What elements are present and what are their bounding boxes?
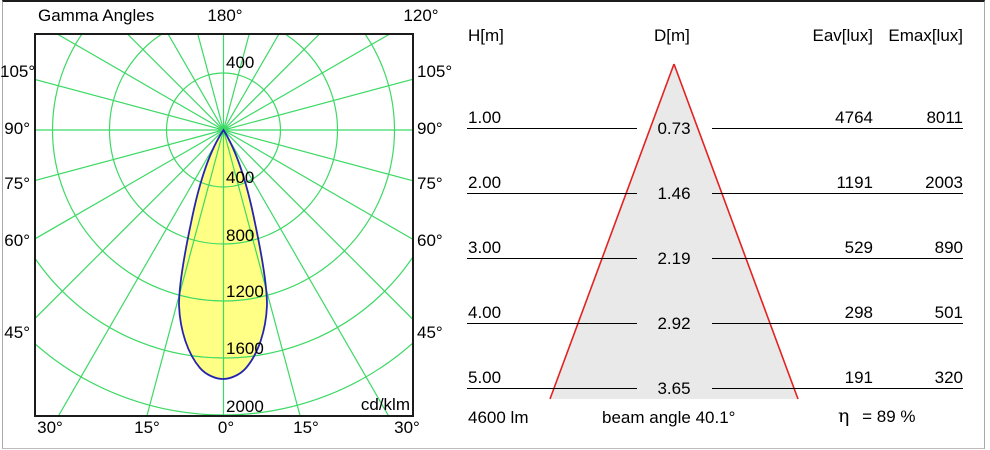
row-rule-right — [712, 323, 963, 324]
gamma-bottom-15l: 15° — [134, 418, 160, 437]
luminous-flux-label: 4600 lm — [468, 408, 529, 427]
polar-unit-label: cd/klm — [360, 395, 410, 414]
gamma-label-120: 120° — [403, 6, 439, 25]
h-value: 1.00 — [468, 108, 502, 127]
h-value: 4.00 — [468, 303, 502, 322]
eav-value: 4764 — [835, 108, 873, 127]
intensity-lobe-outline — [178, 128, 268, 380]
d-value: 3.65 — [657, 379, 691, 398]
col-header-eav: Eav[lux] — [812, 26, 873, 45]
beam-cone-right-edge — [673, 63, 799, 400]
beam-cone-left-edge — [549, 63, 675, 400]
gamma-label-180: 180° — [207, 6, 243, 25]
ring-label-400: 400 — [226, 168, 255, 187]
d-value: 2.92 — [657, 314, 691, 333]
polar-chart-svg — [36, 35, 412, 415]
gamma-left-75: 75° — [4, 174, 30, 193]
row-rule-left — [467, 323, 637, 324]
emax-value: 8011 — [926, 108, 963, 127]
col-header-d: D[m] — [654, 26, 690, 45]
gamma-right-45: 45° — [417, 323, 443, 342]
h-value: 5.00 — [468, 368, 502, 387]
h-value: 2.00 — [468, 173, 502, 192]
eav-value: 1191 — [836, 173, 873, 192]
d-value: 2.19 — [657, 249, 691, 268]
gamma-right-105: 105° — [417, 62, 453, 81]
beam-cone-fill — [550, 64, 798, 399]
row-rule-left — [467, 388, 637, 389]
eav-value: 298 — [844, 303, 873, 322]
polar-plot-area — [34, 33, 414, 417]
gamma-right-75: 75° — [417, 174, 443, 193]
eta-symbol: η — [838, 405, 850, 427]
ring-label-2000: 2000 — [226, 397, 264, 416]
ring-label-400-up: 400 — [226, 53, 255, 72]
eav-value: 191 — [844, 368, 873, 387]
gamma-bottom-30l: 30° — [37, 418, 63, 437]
emax-value: 320 — [934, 368, 963, 387]
gamma-left-60: 60° — [4, 231, 30, 250]
polar-grid — [36, 35, 412, 415]
beam-cone-diagram — [549, 63, 799, 400]
efficiency-label: η = 89 % — [838, 406, 916, 427]
gamma-bottom-15r: 15° — [293, 418, 319, 437]
gamma-bottom-0: 0° — [217, 418, 235, 437]
eav-value: 529 — [844, 238, 873, 257]
gamma-left-45: 45° — [4, 323, 30, 342]
row-rule-left — [467, 258, 637, 259]
gamma-right-60: 60° — [417, 231, 443, 250]
d-value: 0.73 — [657, 119, 691, 138]
gamma-bottom-30r: 30° — [394, 418, 420, 437]
ring-label-800: 800 — [226, 226, 255, 245]
polar-title: Gamma Angles — [38, 6, 155, 25]
row-rule-left — [467, 128, 637, 129]
row-rule-right — [712, 388, 963, 389]
emax-value: 890 — [934, 238, 963, 257]
d-value: 1.46 — [657, 184, 691, 203]
gamma-left-90: 90° — [4, 119, 30, 138]
gamma-right-90: 90° — [417, 119, 443, 138]
eta-value: = 89 % — [862, 407, 916, 426]
ring-label-1200: 1200 — [226, 282, 264, 301]
row-rule-right — [712, 258, 963, 259]
ring-label-1600: 1600 — [226, 339, 264, 358]
emax-value: 501 — [934, 303, 963, 322]
row-rule-left — [467, 193, 637, 194]
col-header-h: H[m] — [468, 26, 504, 45]
row-rule-right — [712, 193, 963, 194]
emax-value: 2003 — [925, 173, 963, 192]
beam-angle-label: beam angle 40.1° — [602, 408, 736, 427]
col-header-emax: Emax[lux] — [888, 26, 963, 45]
row-rule-right — [712, 128, 963, 129]
h-value: 3.00 — [468, 238, 502, 257]
gamma-left-105: 105° — [0, 62, 36, 81]
